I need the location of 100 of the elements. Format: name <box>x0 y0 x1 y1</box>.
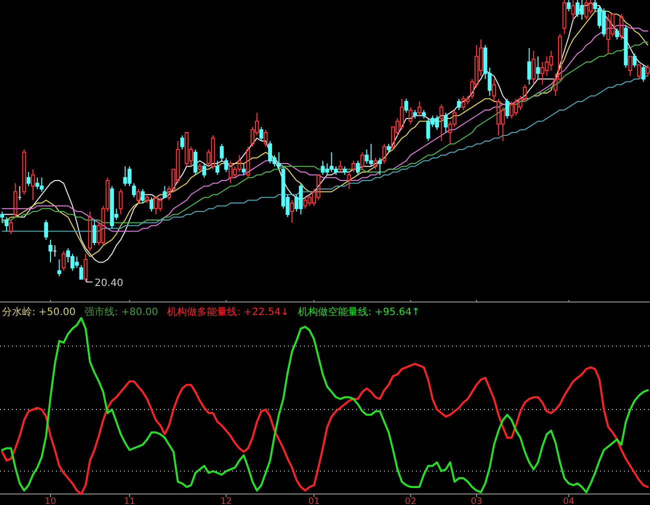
candlestick <box>606 14 610 54</box>
candlestick <box>417 101 422 116</box>
candlestick <box>123 166 128 187</box>
candlestick <box>536 56 540 80</box>
candlestick <box>378 157 382 176</box>
candlestick <box>386 143 391 153</box>
annotation: 强市线: +80.00 <box>84 306 158 318</box>
candlestick <box>628 56 632 77</box>
candlestick <box>347 172 352 190</box>
candlestick <box>356 160 360 176</box>
candlestick <box>562 0 566 34</box>
candlestick <box>88 211 92 252</box>
candlestick <box>0 211 4 224</box>
candlestick <box>646 64 650 77</box>
candlestick <box>505 98 510 119</box>
candlestick <box>180 134 184 150</box>
candlestick <box>140 188 145 204</box>
candlestick <box>40 177 44 192</box>
candlestick <box>580 0 584 20</box>
candlestick <box>632 53 637 68</box>
candlestick <box>44 219 48 240</box>
candlestick <box>242 163 246 176</box>
candlestick <box>9 219 13 235</box>
candlestick <box>360 152 364 170</box>
candlestick <box>30 168 35 201</box>
candlestick <box>457 98 461 110</box>
candlestick <box>13 182 18 218</box>
candlestick <box>150 196 154 212</box>
candlestick <box>492 78 496 102</box>
candlestick <box>338 160 342 173</box>
candlestick <box>624 24 628 68</box>
legend-label: 机构做空能量线: +95.64↑ <box>298 307 420 318</box>
candlestick <box>268 140 272 164</box>
candlestick <box>48 239 52 263</box>
candlestick <box>92 219 96 246</box>
candlestick <box>369 143 374 167</box>
candlestick <box>602 8 606 38</box>
x-tick-label: 12 <box>220 497 232 505</box>
candlestick <box>158 196 162 212</box>
candlestick <box>404 98 408 114</box>
candlestick <box>198 163 202 173</box>
candlestick <box>259 126 264 142</box>
candlestick <box>641 64 646 82</box>
annotation: 分水岭: +50.00 <box>2 306 76 318</box>
candlestick <box>145 194 150 204</box>
candlestick <box>342 166 347 176</box>
candlestick <box>193 148 198 176</box>
candlestick <box>374 157 378 170</box>
candlestick <box>527 47 532 86</box>
candlestick <box>352 160 356 173</box>
candlestick <box>382 143 386 164</box>
candlestick <box>162 186 167 198</box>
candlestick <box>303 196 308 210</box>
candlestick <box>62 250 66 272</box>
candlestick <box>184 132 189 167</box>
candlestick <box>408 106 413 125</box>
candlestick <box>439 104 444 142</box>
candlestick <box>52 244 57 258</box>
candlestick <box>246 146 250 178</box>
candlestick <box>264 129 268 148</box>
candlestick <box>35 177 40 190</box>
candlestick <box>202 163 206 178</box>
candlestick <box>57 258 62 277</box>
x-tick-label: 11 <box>124 497 136 505</box>
candlestick <box>620 14 624 40</box>
candlestick <box>118 188 123 215</box>
candlestick <box>84 253 88 282</box>
x-tick-label: 01 <box>308 497 320 505</box>
candlestick <box>136 188 140 204</box>
candlestick <box>571 0 576 20</box>
candlestick <box>510 101 514 119</box>
candlestick <box>461 95 466 110</box>
candlestick <box>637 64 641 80</box>
candlestick <box>215 160 220 176</box>
candlestick <box>290 200 294 224</box>
candlestick <box>132 182 136 198</box>
candlestick <box>79 264 84 280</box>
candlestick <box>615 28 620 40</box>
candlestick <box>74 256 79 268</box>
x-tick-label: 10 <box>44 497 57 505</box>
legend-label: 机构做多能量线: +22.54↓ <box>167 307 290 318</box>
candlestick <box>320 160 325 176</box>
candlestick <box>26 172 30 187</box>
candlestick <box>228 160 233 184</box>
x-tick-label: 03 <box>470 497 482 505</box>
candlestick <box>566 0 571 12</box>
x-tick-label: 02 <box>404 497 416 505</box>
candlestick <box>444 112 448 134</box>
candlestick <box>276 152 281 170</box>
candlestick <box>422 109 426 119</box>
candlestick <box>22 148 26 196</box>
annotation: 20.40 <box>94 278 124 289</box>
candlestick <box>532 50 536 86</box>
x-tick-label: 04 <box>563 497 575 505</box>
candlestick <box>584 0 588 20</box>
candlestick <box>4 216 9 232</box>
candlestick <box>298 182 303 215</box>
candlestick <box>426 118 430 142</box>
candlestick <box>18 186 22 201</box>
candlestick <box>413 109 417 119</box>
